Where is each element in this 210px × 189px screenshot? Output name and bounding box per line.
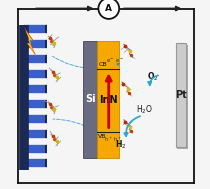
Point bbox=[50, 39, 53, 42]
Text: h$^+$: h$^+$ bbox=[140, 0, 153, 2]
Point bbox=[130, 54, 133, 57]
Text: Si: Si bbox=[85, 94, 96, 104]
Point bbox=[128, 92, 131, 95]
Text: h$^+$: h$^+$ bbox=[56, 0, 69, 2]
FancyBboxPatch shape bbox=[177, 45, 188, 149]
Point bbox=[123, 45, 127, 48]
Point bbox=[52, 137, 56, 140]
Text: H$_2$O: H$_2$O bbox=[136, 103, 153, 116]
FancyBboxPatch shape bbox=[83, 41, 97, 158]
FancyBboxPatch shape bbox=[176, 43, 186, 147]
Polygon shape bbox=[24, 27, 37, 58]
Point bbox=[55, 75, 59, 78]
Text: O$_2$: O$_2$ bbox=[147, 70, 159, 83]
Text: h$^+$ h$^+$: h$^+$ h$^+$ bbox=[104, 136, 123, 144]
Point bbox=[123, 120, 127, 123]
Text: e$^-$ e$^-$: e$^-$ e$^-$ bbox=[106, 57, 125, 65]
Point bbox=[48, 103, 51, 106]
Circle shape bbox=[98, 0, 119, 19]
Point bbox=[128, 125, 132, 128]
Polygon shape bbox=[26, 30, 35, 54]
Point bbox=[50, 105, 53, 108]
Point bbox=[52, 73, 56, 76]
Point bbox=[51, 135, 54, 138]
Point bbox=[48, 36, 51, 40]
Text: CB: CB bbox=[98, 62, 107, 67]
Point bbox=[126, 87, 130, 90]
Point bbox=[51, 70, 54, 74]
Point bbox=[55, 139, 59, 143]
FancyBboxPatch shape bbox=[97, 41, 119, 158]
Point bbox=[52, 107, 56, 110]
Text: H$_2$: H$_2$ bbox=[115, 138, 127, 151]
Point bbox=[52, 41, 56, 44]
Text: VB: VB bbox=[98, 135, 107, 139]
Point bbox=[128, 50, 132, 53]
Point bbox=[130, 129, 133, 132]
Text: InN: InN bbox=[99, 95, 118, 105]
Text: Pt: Pt bbox=[175, 91, 187, 100]
Text: A: A bbox=[105, 4, 112, 13]
Point bbox=[122, 82, 125, 85]
